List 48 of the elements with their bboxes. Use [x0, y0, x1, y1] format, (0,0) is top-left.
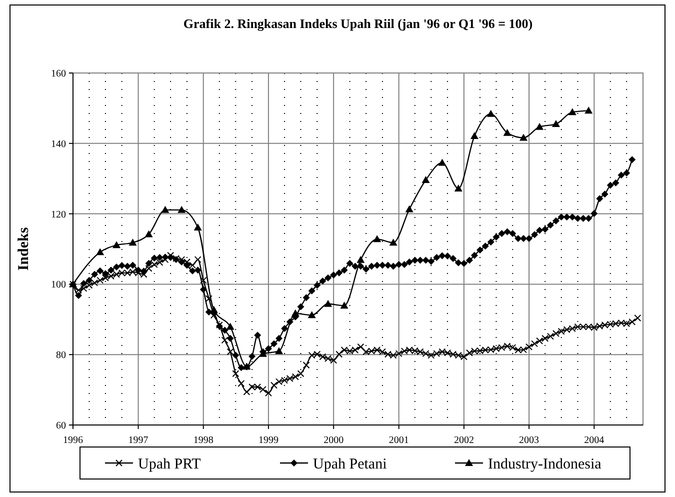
- y-tick-label: 120: [51, 209, 66, 220]
- x-tick-label: 1996: [63, 435, 83, 446]
- legend-label: Upah PRT: [138, 456, 201, 472]
- point: [356, 256, 365, 263]
- point: [405, 205, 414, 212]
- point: [112, 241, 121, 248]
- x-tick-label: 2004: [584, 435, 604, 446]
- point: [438, 158, 446, 166]
- y-tick-label: 160: [51, 68, 66, 80]
- y-tick-label: 80: [56, 350, 66, 362]
- point: [291, 309, 300, 316]
- legend-label: Upah Petani: [313, 456, 387, 472]
- point: [454, 184, 462, 192]
- chart-title: Grafik 2. Ringkasan Indeks Upah Riil (jan '96 or Q1 '96 = 100): [183, 16, 533, 31]
- x-tick-label: 2000: [324, 435, 344, 446]
- point: [486, 110, 495, 117]
- y-tick-label: 100: [51, 280, 66, 291]
- y-tick-label: 60: [56, 420, 66, 432]
- point: [536, 122, 544, 130]
- x-tick-label: 2001: [388, 435, 409, 446]
- x-tick-label: 2002: [454, 435, 474, 446]
- point: [226, 322, 234, 330]
- point: [552, 120, 560, 128]
- point: [128, 238, 137, 246]
- x-tick-label: 1999: [258, 435, 278, 446]
- point: [144, 230, 153, 238]
- point: [568, 108, 576, 116]
- point: [178, 206, 186, 213]
- point: [96, 248, 104, 256]
- point: [324, 300, 332, 307]
- legend-label: Industry-Indonesia: [488, 456, 602, 472]
- point: [520, 134, 528, 141]
- point: [470, 132, 478, 140]
- point: [422, 176, 430, 184]
- point: [194, 224, 202, 231]
- point: [389, 238, 398, 246]
- point: [373, 235, 382, 242]
- point: [503, 128, 512, 136]
- point: [274, 347, 283, 354]
- x-tick-label: 1998: [193, 435, 214, 446]
- point: [584, 106, 593, 114]
- y-tick-label: 140: [51, 138, 66, 150]
- point: [161, 206, 170, 213]
- x-tick-label: 2003: [519, 435, 540, 446]
- y-axis-title: Indeks: [16, 227, 32, 271]
- x-tick-label: 1997: [128, 435, 148, 446]
- point: [308, 311, 316, 318]
- point: [340, 302, 348, 309]
